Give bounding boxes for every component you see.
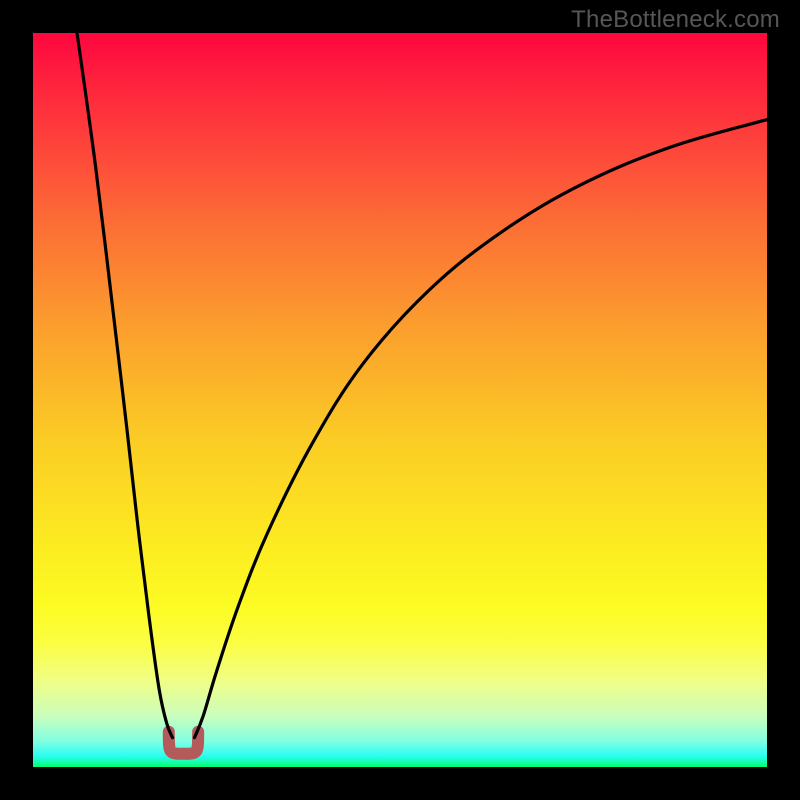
watermark-text: TheBottleneck.com <box>571 6 780 34</box>
curve-layer <box>33 33 767 767</box>
left-branch-curve <box>77 33 172 738</box>
valley-u-marker <box>169 732 198 754</box>
chart-container: TheBottleneck.com <box>0 0 800 800</box>
plot-area <box>33 33 767 767</box>
right-branch-curve <box>194 120 767 738</box>
